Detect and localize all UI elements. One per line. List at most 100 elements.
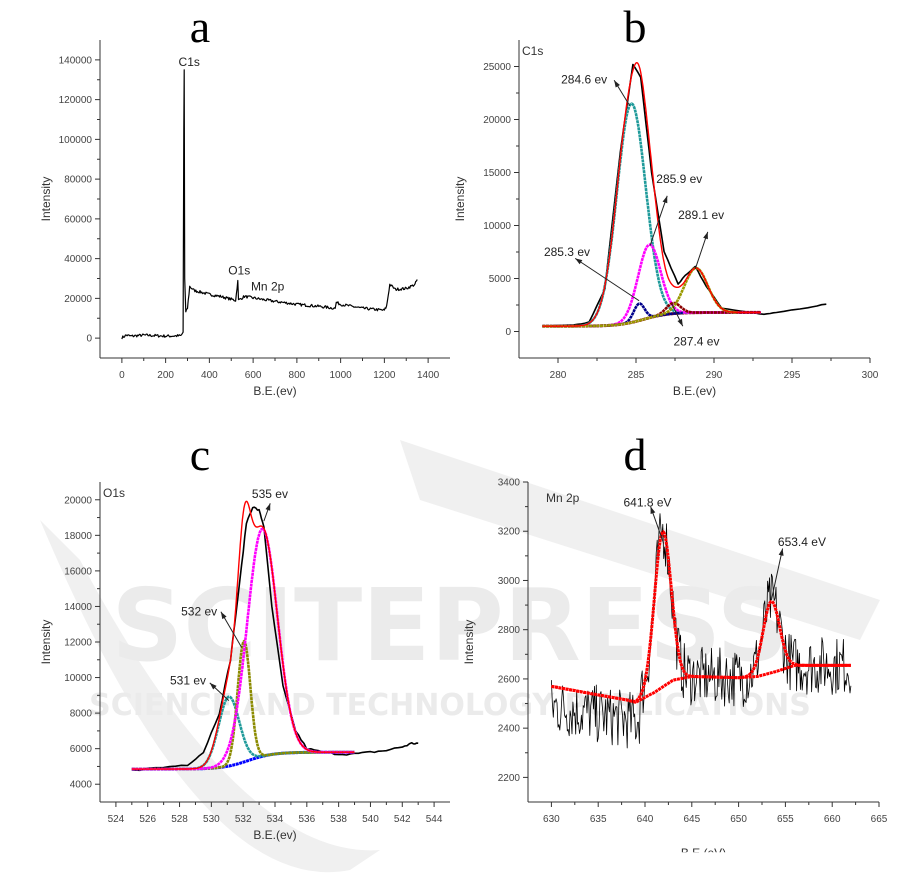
y-tick-label: 0	[86, 334, 92, 345]
watermark-subtitle: SCIENCE AND TECHNOLOGY PUBLICATIONS	[89, 688, 811, 723]
component-287-4-ev	[541, 301, 762, 328]
y-tick-label: 5000	[489, 274, 512, 285]
arrowhead-icon	[677, 318, 683, 327]
x-tick-label: 542	[394, 814, 411, 825]
peak-annotation: 535 ev	[252, 487, 288, 501]
y-tick-label: 16000	[64, 566, 92, 577]
x-tick-label: 300	[862, 370, 879, 381]
arrowhead-icon	[662, 195, 668, 204]
x-tick-label: 530	[203, 814, 220, 825]
y-tick-label: 2600	[498, 674, 521, 685]
x-tick-label: 630	[543, 814, 560, 825]
annotation-arrow	[649, 195, 668, 246]
arrowhead-icon	[265, 503, 271, 511]
watermark-title: SCITEPRESS	[111, 567, 788, 684]
panel-letter: b	[624, 1, 647, 52]
x-tick-label: 800	[289, 370, 306, 381]
y-tick-label: 8000	[70, 709, 93, 720]
peak-annotation: 285.9 ev	[656, 172, 702, 186]
y-tick-label: 6000	[70, 744, 93, 755]
peak-annotation: Mn 2p	[251, 279, 285, 293]
y-tick-label: 18000	[64, 531, 92, 542]
y-axis-label: Intensity	[39, 620, 53, 665]
x-tick-label: 1400	[417, 370, 440, 381]
y-axis-label: Intensity	[39, 177, 53, 222]
component-289-1-ev	[541, 266, 738, 328]
y-tick-label: 20000	[64, 495, 92, 506]
peak-annotation: 285.3 ev	[544, 245, 590, 259]
peak-annotation: 653.4 eV	[778, 535, 826, 549]
x-tick-label: 532	[235, 814, 252, 825]
x-tick-label: 528	[171, 814, 188, 825]
peak-annotation: 531 ev	[170, 674, 206, 688]
arrowhead-icon	[220, 611, 227, 620]
y-tick-label: 15000	[483, 168, 511, 179]
panel-letter: a	[190, 1, 210, 52]
x-tick-label: 635	[590, 814, 607, 825]
annotation-arrow	[770, 548, 784, 601]
survey-spectrum-line	[121, 69, 418, 340]
y-axis-label: Intensity	[462, 620, 476, 665]
x-tick-label: 285	[628, 370, 645, 381]
arrowhead-icon	[703, 231, 708, 240]
x-axis-label: B.E.(eV)	[681, 846, 726, 860]
panel-letter: d	[624, 429, 647, 480]
panel-title: C1s	[522, 44, 543, 58]
x-tick-label: 534	[267, 814, 284, 825]
y-tick-label: 3400	[498, 478, 521, 489]
y-tick-label: 2200	[498, 773, 521, 784]
y-tick-label: 40000	[64, 254, 92, 265]
x-tick-label: 655	[777, 814, 794, 825]
panel-title: O1s	[103, 486, 125, 500]
y-tick-label: 12000	[64, 638, 92, 649]
x-tick-label: 0	[119, 370, 125, 381]
panel-letter: c	[190, 429, 210, 480]
y-tick-label: 4000	[70, 780, 93, 791]
y-tick-label: 60000	[64, 214, 92, 225]
x-tick-label: 290	[706, 370, 723, 381]
arrowhead-icon	[778, 548, 784, 556]
annotation-arrow	[574, 257, 640, 302]
y-tick-label: 10000	[64, 673, 92, 684]
y-tick-label: 2800	[498, 625, 521, 636]
y-tick-label: 3000	[498, 576, 521, 587]
peak-annotation: 287.4 ev	[673, 334, 719, 348]
peak-annotation: 532 ev	[181, 604, 217, 618]
peak-annotation: O1s	[228, 264, 250, 278]
peak-annotation: 289.1 ev	[678, 208, 724, 222]
arrowhead-icon	[209, 682, 217, 690]
x-tick-label: 660	[824, 814, 841, 825]
x-tick-label: 280	[550, 370, 567, 381]
y-tick-label: 14000	[64, 602, 92, 613]
y-tick-label: 0	[505, 327, 511, 338]
panel-a: a 0 200 400 600 800 1000 1200 1400 0 20000 40000 600…	[39, 1, 450, 398]
fit-envelope-line	[131, 500, 355, 770]
watermark-shape	[400, 440, 880, 640]
x-tick-label: 524	[108, 814, 125, 825]
x-tick-label: 536	[298, 814, 315, 825]
x-tick-label: 640	[637, 814, 654, 825]
x-tick-label: 200	[157, 370, 174, 381]
x-axis-label: B.E.(ev)	[253, 828, 296, 842]
x-axis-label: B.E.(ev)	[253, 384, 296, 398]
x-axis-label: B.E.(ev)	[673, 384, 716, 398]
x-tick-label: 544	[426, 814, 443, 825]
y-tick-label: 80000	[64, 175, 92, 186]
y-tick-label: 3200	[498, 527, 521, 538]
panel-c: c 524 526 528 530 532 534 536 538 540 542 544 4000 60…	[39, 429, 450, 842]
y-tick-label: 100000	[59, 135, 93, 146]
panel-title: Mn 2p	[546, 491, 580, 505]
y-tick-label: 25000	[483, 62, 511, 73]
arrowhead-icon	[575, 258, 583, 265]
y-tick-label: 20000	[483, 115, 511, 126]
y-tick-label: 140000	[59, 55, 93, 66]
x-tick-label: 526	[139, 814, 156, 825]
x-tick-label: 645	[683, 814, 700, 825]
y-axis-label: Intensity	[453, 177, 467, 222]
x-tick-label: 538	[330, 814, 347, 825]
measured-spectrum-line	[131, 506, 419, 772]
fit-envelope-line	[542, 62, 761, 327]
y-tick-label: 20000	[64, 294, 92, 305]
